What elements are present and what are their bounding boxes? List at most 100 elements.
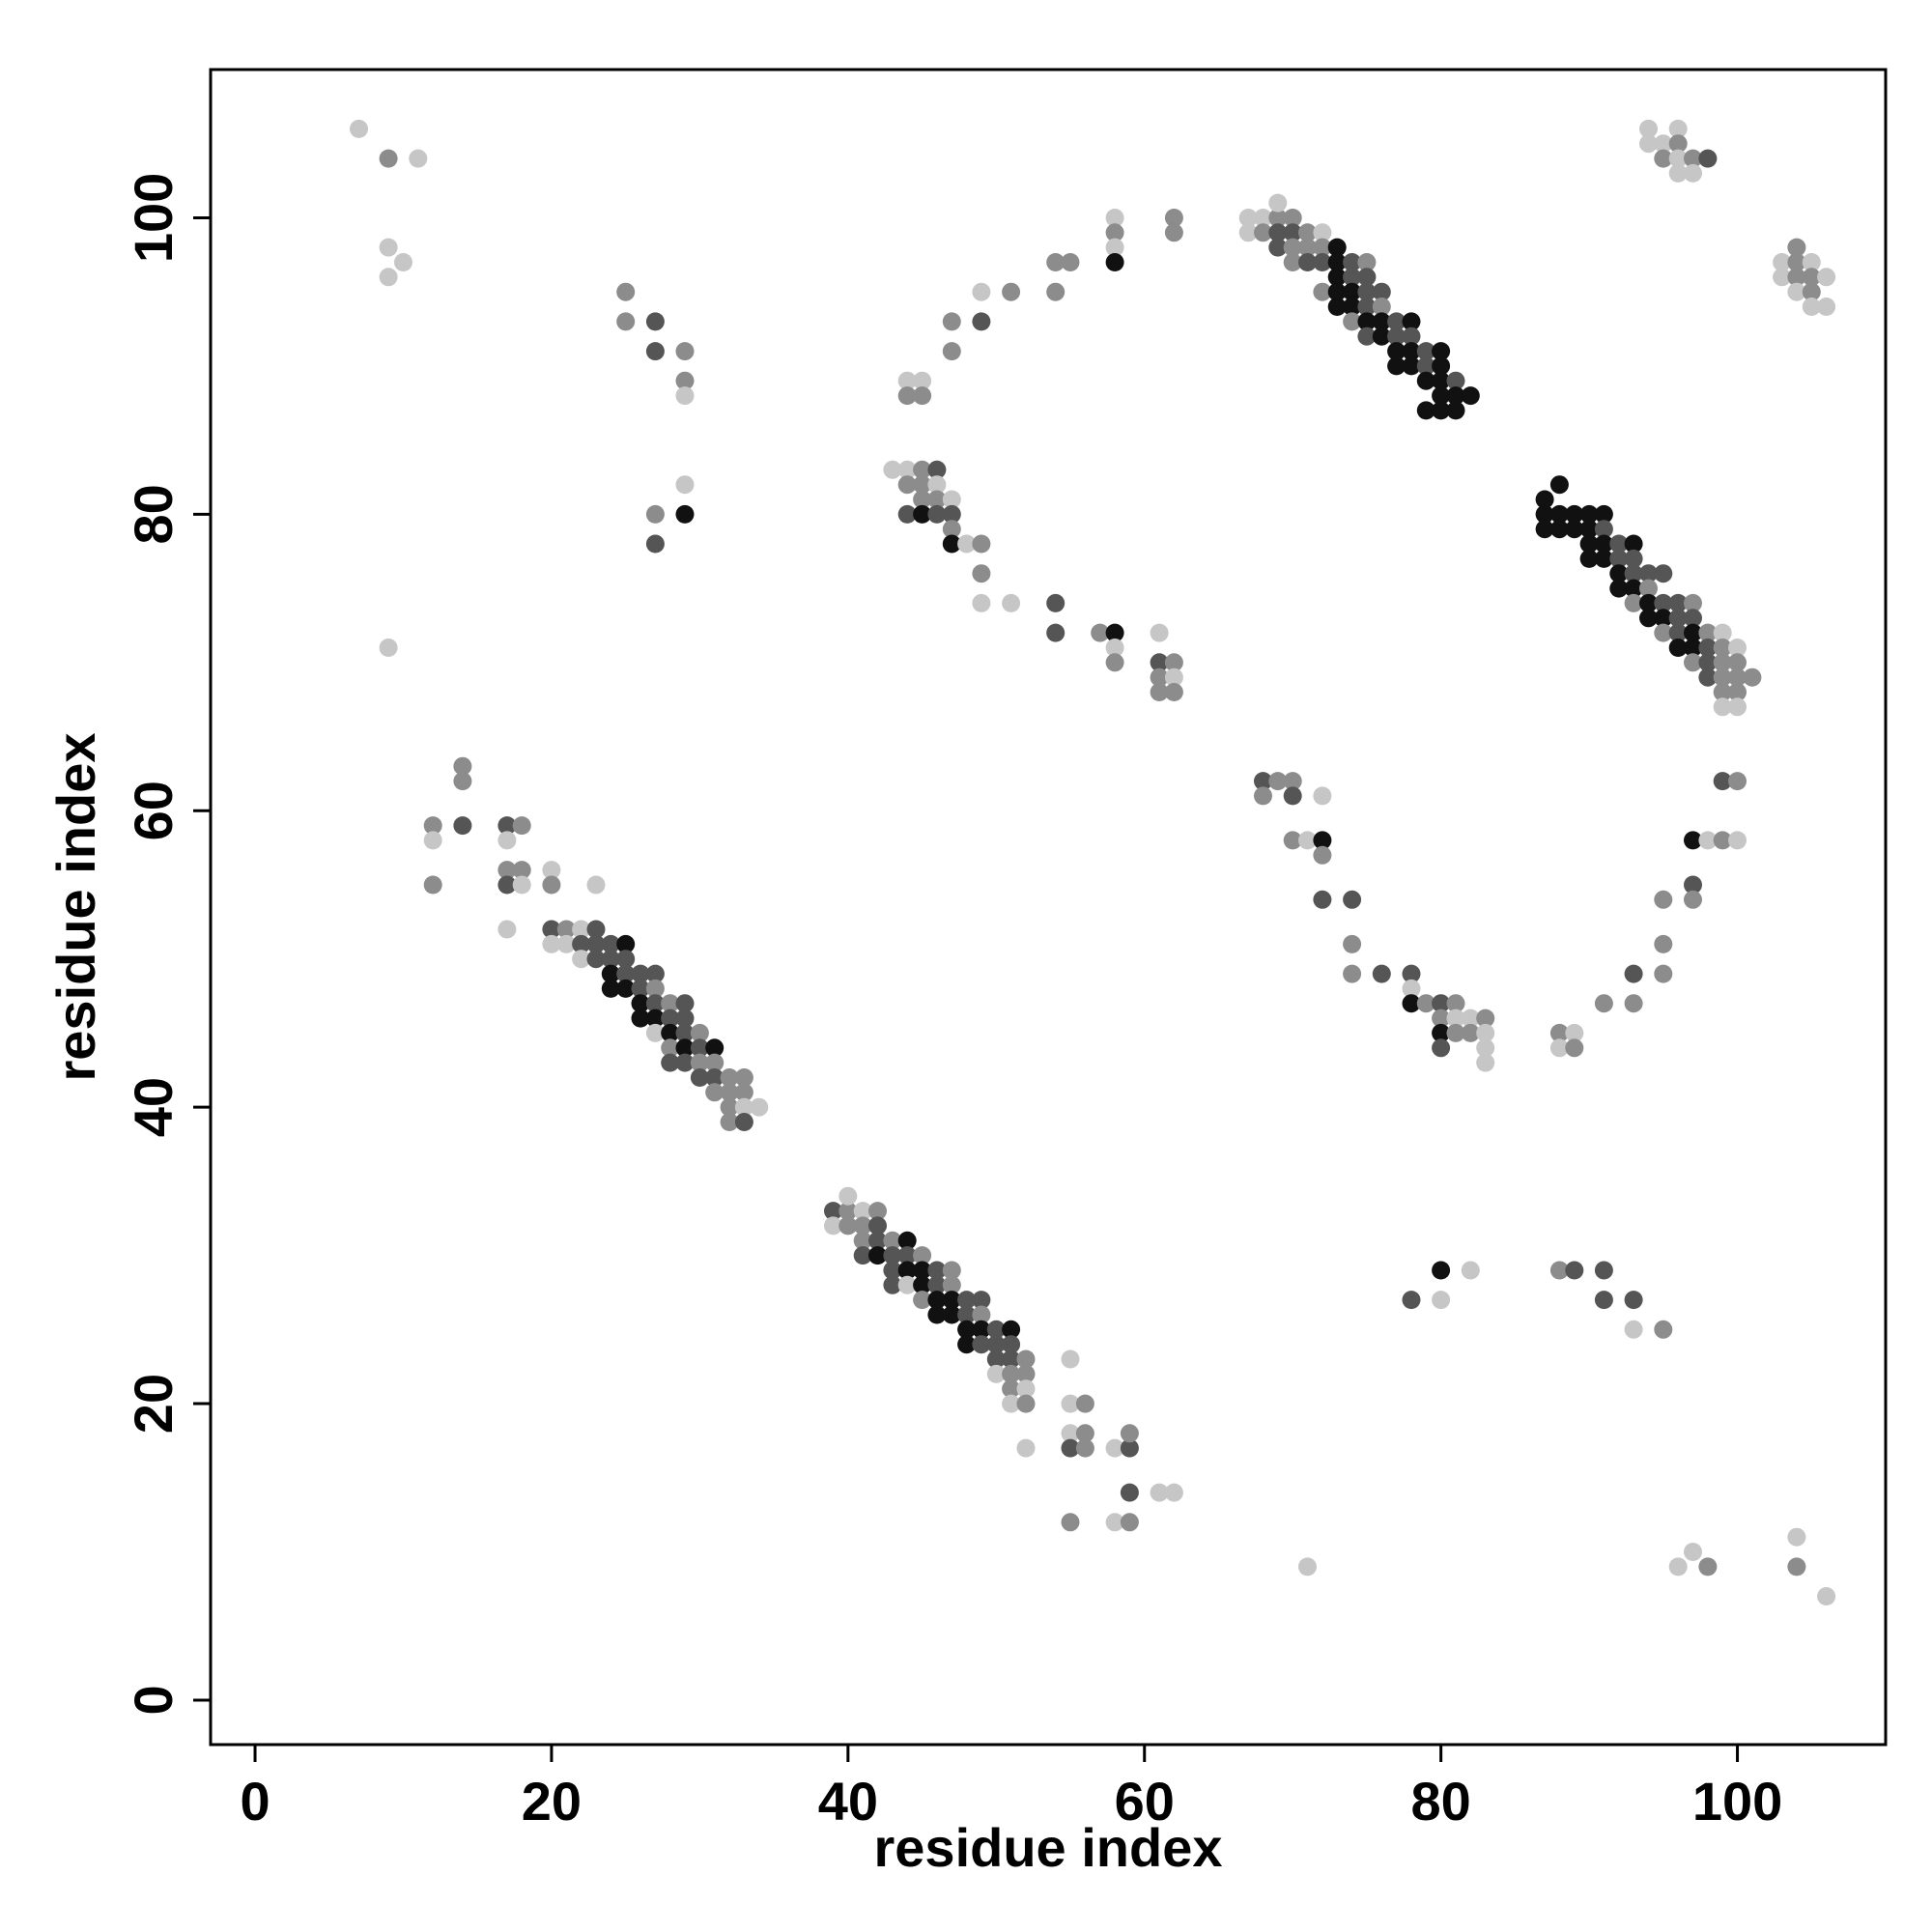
contact-point <box>1432 356 1451 376</box>
contact-point <box>350 119 368 138</box>
contact-point <box>1461 1009 1480 1028</box>
contact-point <box>734 1068 753 1087</box>
contact-point <box>883 1231 902 1250</box>
contact-point <box>883 1246 902 1265</box>
contact-point <box>1432 342 1451 361</box>
contact-point <box>1565 1261 1584 1280</box>
contact-point <box>1565 520 1584 539</box>
contact-point <box>853 1246 872 1265</box>
contact-point <box>645 964 665 983</box>
x-axis: 0 20 40 60 80 100 <box>240 1745 1782 1832</box>
contact-point <box>1283 786 1302 806</box>
contact-point <box>942 312 961 331</box>
contact-point <box>1164 1483 1183 1502</box>
contact-point <box>1343 253 1362 271</box>
contact-point <box>1120 1513 1139 1532</box>
contact-point <box>1728 639 1747 657</box>
contact-point <box>1565 1023 1584 1042</box>
contact-point <box>497 875 517 895</box>
contact-point <box>1061 1350 1080 1369</box>
contact-point <box>512 861 531 880</box>
y-tick-label: 20 <box>123 1374 184 1434</box>
contact-point <box>1268 193 1288 213</box>
contact-point <box>705 1038 724 1058</box>
contact-point <box>453 772 472 791</box>
contact-point <box>631 964 650 983</box>
contact-point <box>927 490 947 509</box>
contact-point <box>1343 268 1362 287</box>
contact-point <box>1668 163 1688 183</box>
contact-point <box>1061 1394 1080 1413</box>
x-tick-label: 20 <box>522 1771 582 1832</box>
contact-point <box>1120 1483 1139 1502</box>
contact-point <box>927 1305 947 1324</box>
contact-point <box>1639 119 1658 138</box>
contact-point <box>1327 282 1347 301</box>
y-axis: 0 20 40 60 80 100 <box>123 173 211 1716</box>
contact-point <box>824 1202 842 1221</box>
contact-point <box>675 386 695 406</box>
contact-point <box>1594 994 1613 1013</box>
contact-point <box>661 1023 680 1042</box>
contact-point <box>1684 593 1702 612</box>
contact-point <box>913 460 932 479</box>
contact-point <box>423 875 442 895</box>
contact-point <box>1283 238 1302 257</box>
contact-point <box>1579 549 1599 568</box>
contact-point <box>986 1364 1006 1383</box>
contact-point <box>1579 504 1599 524</box>
contact-point <box>631 979 650 998</box>
contact-point <box>720 1113 739 1131</box>
contact-point <box>1773 253 1792 271</box>
contact-point <box>1061 1424 1080 1443</box>
contact-point <box>1743 668 1762 687</box>
contact-point <box>616 950 636 969</box>
contact-point <box>1164 223 1183 242</box>
contact-point <box>1802 282 1821 301</box>
contact-point <box>1283 209 1302 227</box>
contact-point <box>1654 134 1673 154</box>
contact-point <box>897 386 917 406</box>
contact-point <box>942 534 961 554</box>
contact-point <box>927 504 947 524</box>
contact-point <box>1594 520 1613 539</box>
contact-point <box>512 875 531 895</box>
contact-point <box>868 1202 887 1221</box>
contact-point <box>1654 564 1673 583</box>
contact-point <box>661 1009 680 1028</box>
contact-point <box>957 1320 977 1339</box>
contact-point <box>1684 831 1702 850</box>
contact-point <box>913 1261 932 1280</box>
contact-point <box>1787 253 1806 271</box>
contact-point <box>1565 1038 1584 1058</box>
contact-point <box>1654 593 1673 612</box>
contact-point <box>616 934 636 953</box>
contact-point <box>453 756 472 776</box>
contact-point <box>1773 268 1792 287</box>
contact-point <box>1713 772 1732 791</box>
contact-point <box>1476 1053 1495 1072</box>
contact-point <box>1639 134 1658 154</box>
contact-point <box>927 1275 947 1294</box>
contact-point <box>1016 1364 1036 1383</box>
contact-point <box>497 861 517 880</box>
contact-point <box>542 920 561 939</box>
contact-point <box>1268 223 1288 242</box>
contact-point <box>913 504 932 524</box>
contact-point <box>1327 238 1347 257</box>
contact-point <box>1698 1557 1718 1577</box>
contact-point <box>1684 1543 1702 1561</box>
contact-point <box>394 253 412 271</box>
contact-point <box>1105 209 1124 227</box>
contact-point <box>1432 994 1451 1013</box>
contact-point <box>883 1261 902 1280</box>
contact-point <box>1002 1394 1021 1413</box>
contact-point <box>661 1038 680 1058</box>
contact-point <box>838 1186 858 1206</box>
contact-point <box>1549 504 1569 524</box>
contact-point <box>868 1246 887 1265</box>
contact-point <box>1817 1587 1836 1605</box>
contact-point <box>1343 312 1362 331</box>
contact-point <box>1150 668 1169 687</box>
contact-point <box>690 1053 709 1072</box>
